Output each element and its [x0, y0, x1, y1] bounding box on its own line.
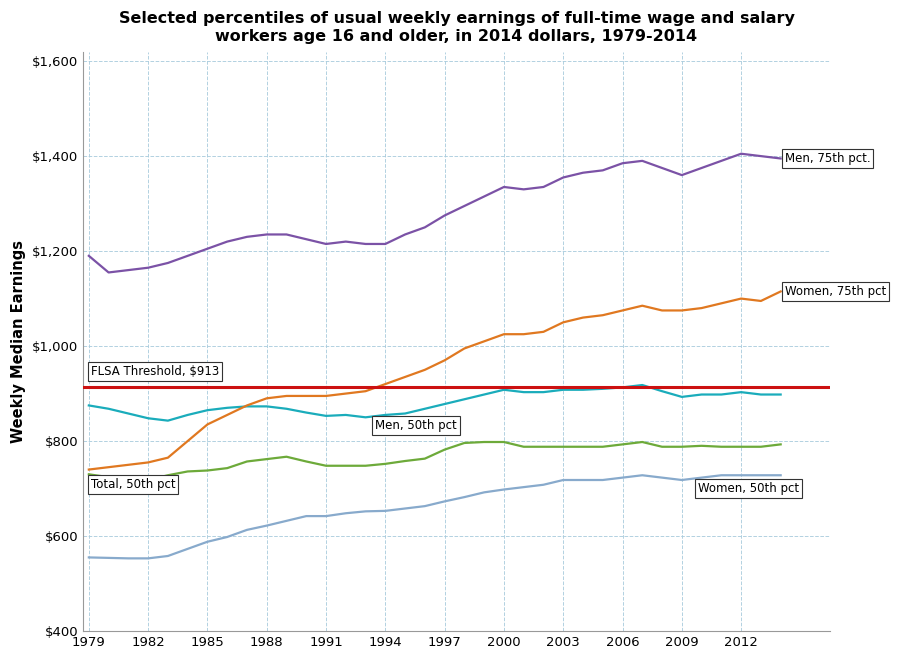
Title: Selected percentiles of usual weekly earnings of full-time wage and salary
worke: Selected percentiles of usual weekly ear… — [119, 11, 795, 44]
Text: Total, 50th pct: Total, 50th pct — [91, 478, 176, 491]
Text: Women, 50th pct: Women, 50th pct — [698, 482, 799, 495]
Text: FLSA Threshold, $913: FLSA Threshold, $913 — [91, 365, 219, 378]
Text: Men, 75th pct.: Men, 75th pct. — [785, 152, 870, 165]
Text: Women, 75th pct: Women, 75th pct — [785, 285, 886, 298]
Text: Men, 50th pct: Men, 50th pct — [375, 419, 457, 432]
Y-axis label: Weekly Median Earnings: Weekly Median Earnings — [11, 240, 26, 443]
